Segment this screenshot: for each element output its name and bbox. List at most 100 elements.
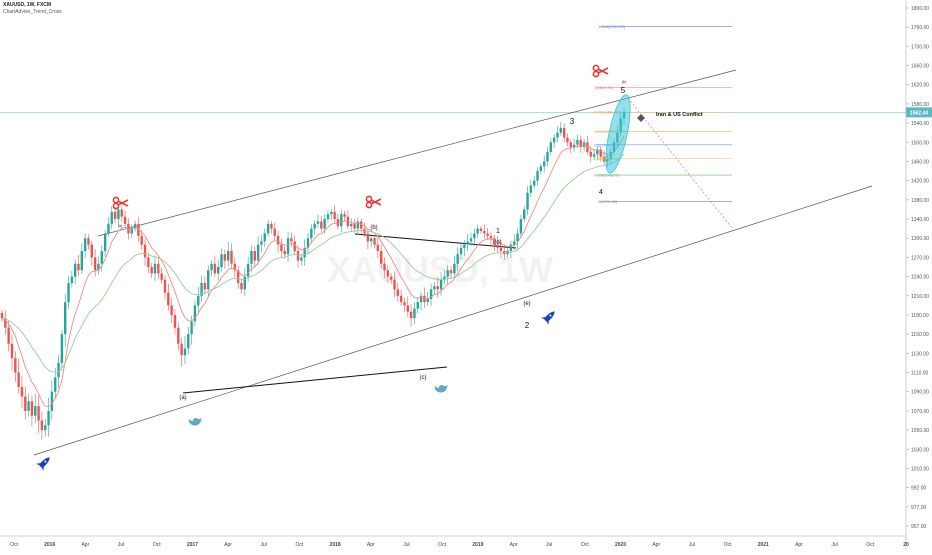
candle-body <box>463 244 466 248</box>
candle-body <box>486 233 489 236</box>
candle-body <box>276 235 280 245</box>
candle-body <box>340 214 343 227</box>
annotation-diamond-icon <box>637 114 645 122</box>
candle-body <box>532 180 536 186</box>
time-tick-label: Apr <box>81 542 89 548</box>
candle-body <box>393 279 396 290</box>
price-tick-label: 992.00 <box>911 486 927 492</box>
candle-body <box>413 308 416 319</box>
candle-body <box>286 238 290 255</box>
candle-body <box>283 251 286 255</box>
candle-body <box>137 223 140 236</box>
candle-body <box>73 263 77 277</box>
candle-body <box>542 161 546 167</box>
candle-body <box>207 270 210 290</box>
price-tick-label: 1110.00 <box>911 371 929 377</box>
candle-body <box>273 228 276 236</box>
candle-body <box>120 209 123 217</box>
candle-body <box>516 233 519 242</box>
price-tick-label: 1050.00 <box>911 428 929 434</box>
candle-body <box>509 244 513 252</box>
candle-body <box>153 263 157 274</box>
candle-body <box>552 137 556 143</box>
annotation-text: Iran & US Conflict <box>656 112 703 118</box>
candle-body <box>449 270 453 274</box>
candle-body <box>17 372 20 387</box>
candle-body <box>57 362 60 378</box>
fib-level-label: 0(1376.25) <box>598 199 618 204</box>
candle-body <box>330 211 333 215</box>
candle-body <box>37 406 40 421</box>
ema-fast-line <box>1 135 625 408</box>
candle-body <box>306 238 310 248</box>
candle-body <box>140 235 143 245</box>
candle-body <box>107 223 110 234</box>
price-tick-label: 1580.00 <box>911 102 929 108</box>
price-tick-label: 1660.00 <box>911 64 929 70</box>
price-tick-label: 1460.00 <box>911 159 929 165</box>
wave-label: (c) <box>420 375 427 381</box>
candle-body <box>4 318 7 328</box>
candle-body <box>569 142 572 148</box>
candle-body <box>147 257 150 267</box>
time-tick-label: Jul <box>689 542 695 548</box>
candle-body <box>579 139 582 148</box>
time-tick-label: Oct <box>10 542 18 548</box>
candle-body <box>10 343 14 359</box>
time-tick-label: Oct <box>724 542 732 548</box>
scissors-icon <box>592 64 609 78</box>
candle-body <box>163 279 167 293</box>
price-tick-label: 1540.00 <box>911 121 929 127</box>
fib-level-label: 1(1614.01) <box>594 85 614 90</box>
candle-body <box>589 151 592 157</box>
rocket-icon <box>36 457 50 471</box>
price-tick-label: 1130.00 <box>911 351 929 357</box>
scissors-icon <box>365 195 382 209</box>
candle-body <box>213 263 217 274</box>
candle-body <box>183 348 187 356</box>
indicator-name: ChartAdvise_Trend_Cross <box>3 9 62 15</box>
candle-body <box>399 295 403 303</box>
price-tick-label: 1180.00 <box>911 313 929 319</box>
candle-body <box>293 241 296 252</box>
candle-body <box>556 132 559 138</box>
candle-body <box>63 302 67 335</box>
candle-body <box>223 254 227 261</box>
candle-body <box>416 302 419 309</box>
candle-body <box>54 377 57 392</box>
candle-body <box>366 233 370 242</box>
candle-body <box>157 263 160 274</box>
candle-body <box>539 166 543 172</box>
candle-body <box>80 251 84 271</box>
price-tick-label: 1210.00 <box>911 294 929 300</box>
candle-body <box>243 276 247 290</box>
price-tick-label: 977.00 <box>911 505 927 511</box>
candle-body <box>67 282 70 303</box>
candle-body <box>253 251 256 261</box>
wave-label: (b) <box>622 80 626 84</box>
wave-label: (a) <box>179 395 186 401</box>
rocket-icon <box>541 311 555 325</box>
candle-body <box>280 244 283 252</box>
candle-body <box>483 231 486 234</box>
candle-body <box>246 263 250 277</box>
time-tick-label: 20 <box>903 542 909 548</box>
price-tick-label: 1340.00 <box>911 217 929 223</box>
wave-label: (a) <box>118 224 122 228</box>
candle-body <box>473 233 476 239</box>
candle-body <box>513 241 516 245</box>
candle-body <box>14 358 17 373</box>
twitter-bird-icon <box>188 417 202 426</box>
price-tick-label: 957.00 <box>911 524 927 530</box>
candle-body <box>203 282 207 290</box>
price-tick-label: 1090.00 <box>911 390 929 396</box>
candle-body <box>536 171 539 181</box>
candle-body <box>220 254 223 267</box>
price-tick-label: 1800.00 <box>911 6 929 12</box>
candle-body <box>379 251 383 264</box>
candle-body <box>336 219 340 227</box>
candle-body <box>476 228 479 234</box>
price-tick-label: 1030.00 <box>911 447 929 453</box>
